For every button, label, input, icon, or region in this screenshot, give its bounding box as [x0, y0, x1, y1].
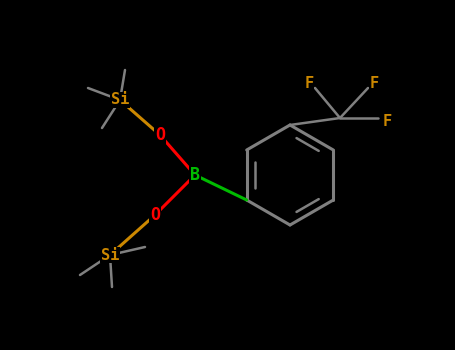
Text: O: O — [155, 126, 165, 144]
Text: F: F — [383, 114, 392, 130]
Text: Si: Si — [101, 247, 119, 262]
Text: F: F — [304, 77, 313, 91]
Text: Si: Si — [111, 92, 129, 107]
Text: O: O — [150, 206, 160, 224]
Text: B: B — [190, 166, 200, 184]
Text: F: F — [369, 77, 379, 91]
